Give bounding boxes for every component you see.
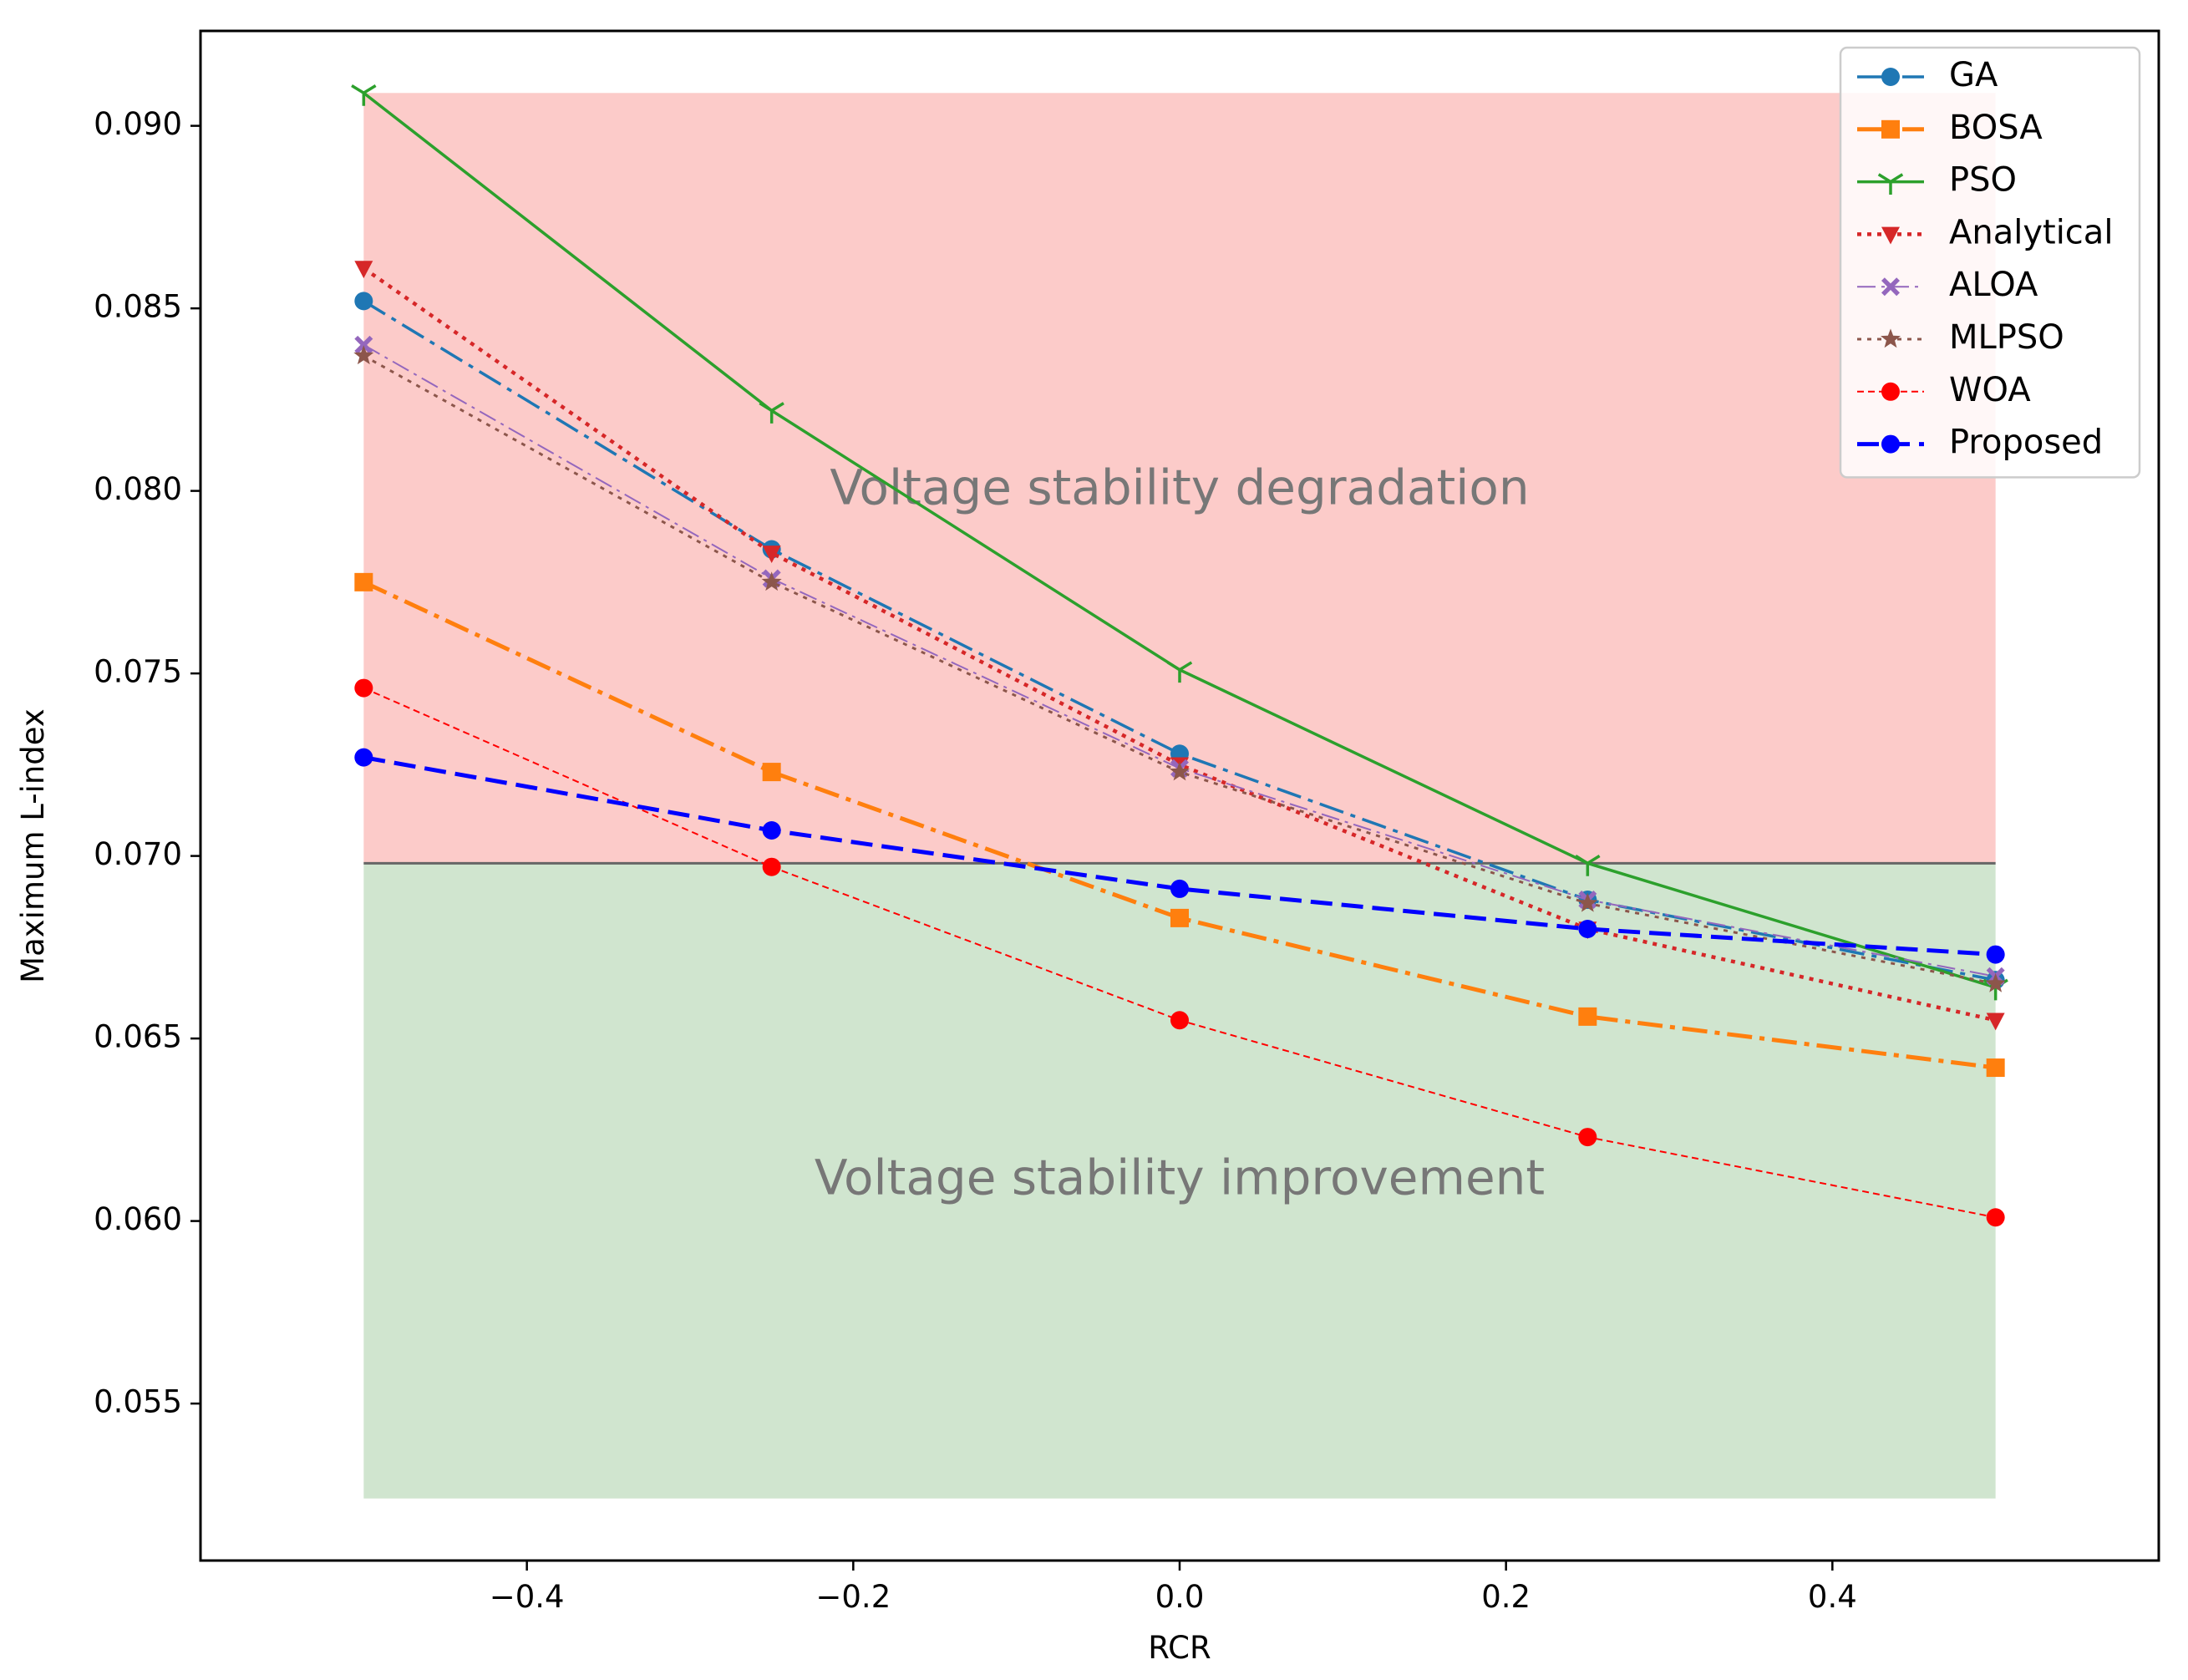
data-point-analytical — [762, 546, 781, 563]
region-label-degradation: Voltage stability degradation — [830, 459, 1529, 516]
legend-box — [1839, 46, 2141, 479]
axes-layer: −0.4 −0.2 0.0 0.2 0.4 0.055 0.060 0.065 0.070 0.0… — [94, 106, 1857, 1615]
data-point-mlpso — [761, 571, 782, 591]
legend-label-proposed: Proposed — [1949, 424, 2103, 462]
x-tick-label: 0.0 — [1155, 1579, 1205, 1615]
data-point-woa — [1170, 1011, 1189, 1030]
y-tick-label: 0.075 — [94, 654, 182, 690]
series-mlpso — [353, 345, 2006, 992]
legend-label-woa: WOA — [1949, 371, 2031, 409]
y-tick-label: 0.085 — [94, 289, 182, 325]
legend-label-bosa: BOSA — [1949, 109, 2043, 147]
series-woa — [354, 678, 2005, 1227]
series-line-proposed — [363, 755, 1996, 957]
y-tick-label: 0.065 — [94, 1019, 182, 1055]
data-point-mlpso — [1169, 761, 1190, 781]
region-label-improvement: Voltage stability improvement — [815, 1150, 1545, 1206]
data-point-aloa — [354, 335, 373, 354]
legend-marker-ga — [1881, 68, 1900, 86]
series-line-analytical — [363, 266, 1997, 1023]
y-tick-label: 0.080 — [94, 471, 182, 507]
x-tick-label: 0.4 — [1808, 1579, 1857, 1615]
x-tick-label: 0.2 — [1481, 1579, 1531, 1615]
legend-marker-woa — [1881, 382, 1900, 401]
data-point-pso — [759, 402, 784, 424]
legend-label-pso: PSO — [1949, 161, 2017, 200]
data-point-bosa — [762, 763, 781, 782]
series-bosa — [354, 572, 2005, 1078]
legend-marker-pso — [1877, 173, 1904, 195]
y-tick-label: 0.070 — [94, 836, 182, 872]
x-tick-label: −0.2 — [815, 1579, 891, 1615]
data-point-bosa — [1578, 1007, 1597, 1026]
legend-marker-analytical — [1881, 226, 1900, 245]
series-proposed — [354, 748, 2005, 964]
data-point-woa — [762, 857, 781, 876]
data-point-proposed — [1170, 879, 1189, 898]
data-point-mlpso — [353, 345, 374, 365]
legend-label-ga: GA — [1949, 56, 1998, 94]
legend-marker-aloa — [1881, 277, 1900, 297]
data-point-analytical — [354, 261, 373, 279]
x-axis-title: RCR — [1148, 1630, 1211, 1666]
legend-marker-mlpso — [1880, 328, 1901, 348]
data-point-proposed — [762, 821, 781, 840]
data-point-mlpso — [1577, 892, 1598, 912]
data-point-woa — [1986, 1208, 2005, 1227]
data-point-pso — [351, 84, 377, 106]
data-point-analytical — [1986, 1013, 2005, 1031]
region-degradation — [363, 93, 1996, 864]
data-point-bosa — [1170, 908, 1189, 927]
series-line-mlpso — [363, 354, 1996, 986]
data-point-bosa — [1986, 1058, 2005, 1078]
region-improvement — [363, 863, 1996, 1499]
x-tick-label: −0.4 — [490, 1579, 565, 1615]
legend-label-mlpso: MLPSO — [1949, 318, 2064, 357]
y-tick-label: 0.060 — [94, 1201, 182, 1237]
data-point-mlpso — [1985, 972, 2006, 992]
data-point-pso — [1166, 661, 1193, 683]
data-point-woa — [354, 678, 373, 698]
y-axis-title: Maximum L-index — [15, 708, 51, 983]
data-point-proposed — [1578, 920, 1597, 939]
y-tick-label: 0.090 — [94, 106, 182, 142]
legend-label-analytical: Analytical — [1949, 213, 2113, 251]
data-point-proposed — [354, 748, 373, 767]
data-point-ga — [354, 292, 373, 311]
legend-label-aloa: ALOA — [1949, 266, 2038, 304]
legend: GA BOSA PSO Analytical ALOA MLPSO WOA Proposed — [1839, 46, 2141, 479]
regions-layer: Voltage stability degradation Voltage sta… — [363, 93, 1996, 1499]
data-point-bosa — [354, 572, 373, 591]
data-point-pso — [1575, 855, 1601, 876]
y-tick-label: 0.055 — [94, 1384, 182, 1420]
series-line-ga — [363, 299, 1997, 982]
legend-marker-proposed — [1881, 434, 1900, 454]
legend-marker-bosa — [1881, 119, 1900, 139]
data-point-proposed — [1986, 945, 2005, 964]
data-point-woa — [1578, 1128, 1597, 1147]
series-layer — [351, 84, 2008, 1227]
